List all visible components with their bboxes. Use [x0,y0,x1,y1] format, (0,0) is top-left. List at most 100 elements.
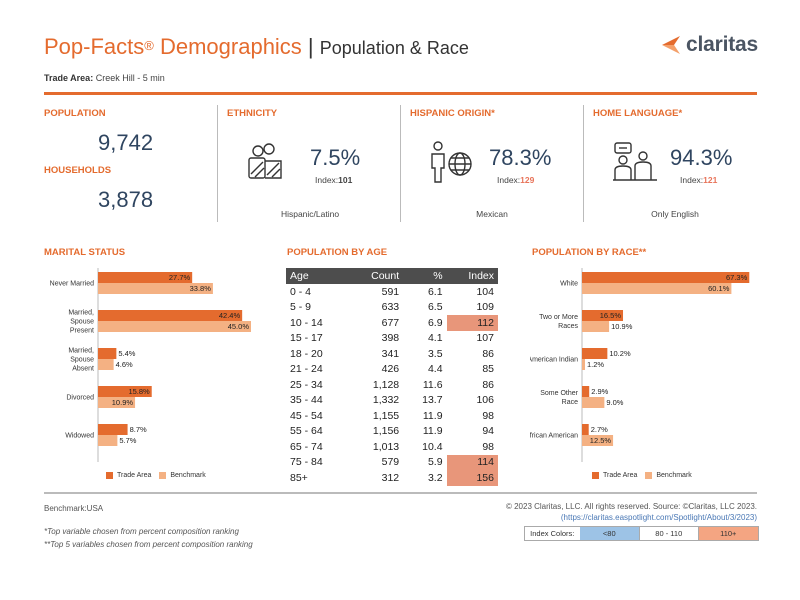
category-label: Spouse [70,357,94,364]
data-label: 8.7% [130,425,147,434]
bar-benchmark [98,397,136,408]
marital-status-chart: Never Married 27.7% 33.8% Married, Spouse Pre… [50,268,251,462]
cell-count: 426 [381,363,400,376]
bar-benchmark [582,283,732,294]
data-label: 10.9% [112,398,134,407]
marital-status-label: MARITAL STATUS [44,247,126,258]
cell-age: 85+ [290,471,308,484]
claritas-logo-icon [662,36,680,54]
table-header-row: Age Count % Index [286,268,498,284]
index-color-low: <80 [579,527,640,540]
cell-pct: 6.1 [427,285,443,298]
index-label: Index: [315,175,339,185]
cell-age: 45 - 54 [290,409,323,422]
table-row: 45 - 54 1,155 11.9 98 [286,408,498,424]
households-value: 3,878 [98,187,154,212]
cell-age: 18 - 20 [290,347,323,360]
cell-age: 65 - 74 [290,440,323,453]
people-conversation-icon [613,142,657,181]
hispanic-index: Index:129 [497,175,534,185]
data-label: 2.7% [591,425,608,434]
category-label: Two or More [539,314,578,321]
index-colors-label: Index Colors: [530,529,575,538]
cell-pct: 3.5 [427,347,443,360]
data-label: 33.8% [190,284,212,293]
bar-trade-area [582,272,750,283]
index-colors-legend: Index Colors: <80 80 - 110 110+ [524,526,759,541]
cell-age: 25 - 34 [290,378,323,391]
legend-swatch-trade-area [106,472,113,479]
bar-benchmark [582,435,614,446]
source-link[interactable]: (https://claritas.easpotlight.com/Spotli… [560,513,757,522]
hispanic-pct: 78.3% [489,145,552,170]
cell-age: 5 - 9 [290,301,312,314]
ethnicity-index: Index:101 [315,175,352,185]
index-label: Index: [497,175,521,185]
bar-trade-area [582,424,589,435]
cell-index: 109 [476,301,494,314]
category-label: Married, [68,310,94,317]
population-by-race-chart: White 67.3% 60.1% Two or More Races 16.5% 10.9… [530,268,750,462]
table-row: 10 - 14 677 6.9 112 [286,315,498,331]
language-caption: Only English [651,209,699,219]
ethnicity-label: ETHNICITY [227,108,278,119]
legend-trade-area: Trade Area [117,472,152,479]
bar-trade-area [582,348,608,359]
divider [217,105,218,222]
cell-index: 98 [482,440,494,453]
title-separator: | [301,34,320,59]
category-label: Absent [72,366,94,373]
table-row: 75 - 84 579 5.9 114 [286,454,498,470]
cell-age: 15 - 17 [290,332,323,345]
trade-area: Trade Area: Creek Hill - 5 min [44,73,165,83]
cell-count: 1,128 [372,378,400,391]
bar-trade-area [582,310,624,321]
category-label: Race [562,399,578,406]
cell-age: 35 - 44 [290,394,323,407]
cell-index: 104 [476,285,494,298]
legend-benchmark: Benchmark [656,472,692,479]
page-title: Pop-Facts® Demographics | Population & R… [44,34,469,60]
cell-count: 398 [381,332,400,345]
benchmark-note: Benchmark:USA [44,504,104,513]
bar-trade-area [98,348,117,359]
cell-count: 341 [381,347,400,360]
header-divider [44,92,757,95]
cell-count: 1,155 [372,409,400,422]
data-label: 15.8% [128,387,150,396]
cell-pct: 3.2 [427,471,443,484]
cell-count: 579 [381,456,400,469]
index-color-high: 110+ [698,527,758,540]
col-header-pct: % [403,268,447,284]
data-label: 9.0% [606,398,623,407]
cell-pct: 10.4 [422,440,443,453]
data-label: 16.5% [600,311,622,320]
category-label: White [560,281,578,288]
data-label: 5.7% [119,436,136,445]
home-language-label: HOME LANGUAGE* [593,108,683,119]
cell-pct: 5.9 [427,456,443,469]
cell-pct: 13.7 [422,394,443,407]
cell-index: 114 [446,454,498,470]
cell-pct: 4.1 [427,332,443,345]
marital-legend: Trade Area Benchmark [106,472,206,479]
language-index: Index:121 [680,175,717,185]
cell-index: 85 [482,363,494,376]
data-label: 60.1% [708,284,730,293]
footnote-2: **Top 5 variables chosen from percent co… [44,540,253,549]
bar-trade-area [98,310,243,321]
category-label: Spouse [70,319,94,326]
ethnicity-pct: 7.5% [310,145,361,170]
cell-pct: 11.9 [422,409,443,422]
population-by-race-label: POPULATION BY RACE** [532,247,647,258]
title-rest: Demographics [153,34,302,59]
claritas-logo: claritas [660,33,758,57]
data-label: 67.3% [726,273,748,282]
cell-index: 106 [476,394,494,407]
cell-count: 633 [381,301,400,314]
cell-pct: 11.9 [422,425,443,438]
index-label: Index: [680,175,704,185]
cell-count: 1,013 [372,440,400,453]
category-label: Some Other [540,390,578,397]
category-label: Married, [68,348,94,355]
